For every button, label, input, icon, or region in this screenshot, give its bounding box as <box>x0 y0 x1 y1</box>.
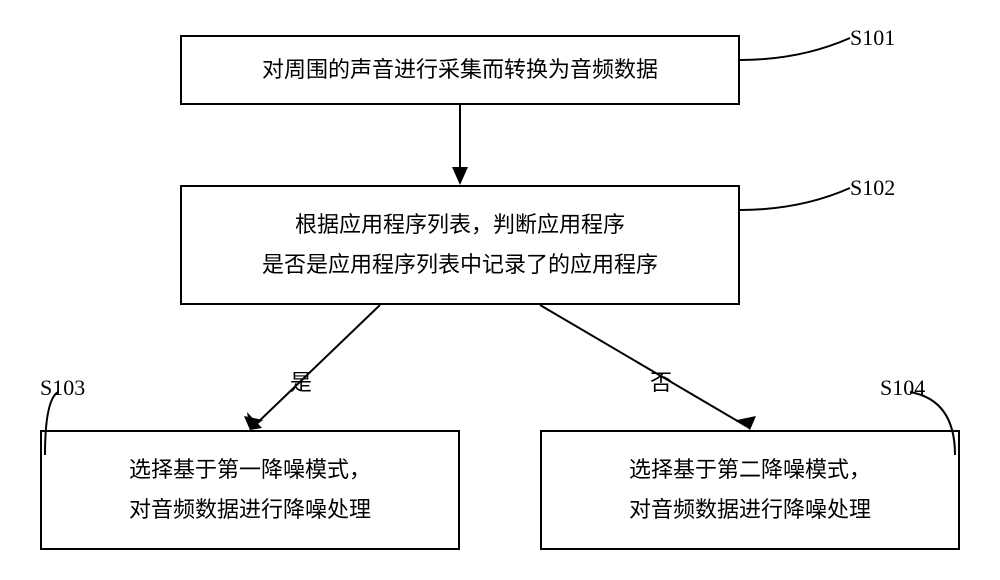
arrowhead-icon <box>244 416 263 430</box>
node-s104-text-1: 选择基于第二降噪模式， <box>629 450 871 490</box>
arrowhead-icon <box>247 412 262 430</box>
label-s103: S103 <box>40 375 85 401</box>
node-s103-text-2: 对音频数据进行降噪处理 <box>129 490 371 530</box>
edge-label-no: 否 <box>650 365 672 397</box>
node-s102-text-1: 根据应用程序列表，判断应用程序 <box>295 205 625 245</box>
callout-s101 <box>740 38 850 60</box>
node-s102: 根据应用程序列表，判断应用程序 是否是应用程序列表中记录了的应用程序 <box>180 185 740 305</box>
node-s101-text: 对周围的声音进行采集而转换为音频数据 <box>262 50 658 90</box>
edge-s102-s103 <box>254 305 380 426</box>
node-s104-text-2: 对音频数据进行降噪处理 <box>629 490 871 530</box>
edge-s102-s104 <box>540 305 746 426</box>
label-s102: S102 <box>850 175 895 201</box>
arrowhead-icon <box>452 167 468 185</box>
label-s101: S101 <box>850 25 895 51</box>
arrowhead-icon <box>737 416 756 430</box>
edge-label-yes: 是 <box>290 365 312 397</box>
node-s103-text-1: 选择基于第一降噪模式， <box>129 450 371 490</box>
node-s103: 选择基于第一降噪模式， 对音频数据进行降噪处理 <box>40 430 460 550</box>
node-s102-text-2: 是否是应用程序列表中记录了的应用程序 <box>262 245 658 285</box>
callout-s102 <box>740 188 850 210</box>
node-s104: 选择基于第二降噪模式， 对音频数据进行降噪处理 <box>540 430 960 550</box>
node-s101: 对周围的声音进行采集而转换为音频数据 <box>180 35 740 105</box>
label-s104: S104 <box>880 375 925 401</box>
flowchart-canvas: 对周围的声音进行采集而转换为音频数据 根据应用程序列表，判断应用程序 是否是应用… <box>0 0 1000 580</box>
